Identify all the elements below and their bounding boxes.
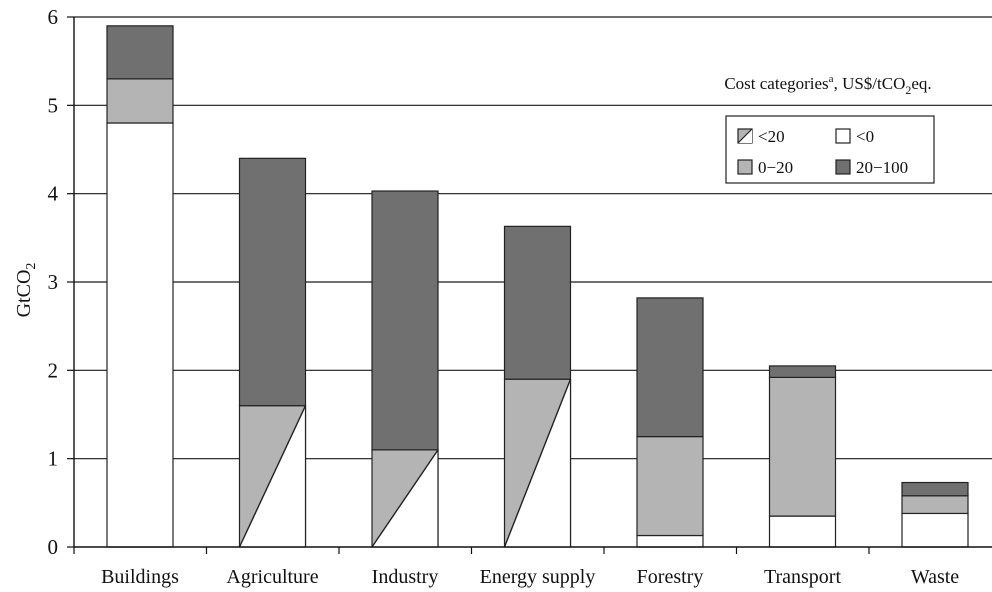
x-category-labels: Buildings Agriculture Industry Energy suppl… bbox=[101, 566, 959, 588]
bar-forestry bbox=[636, 297, 704, 548]
y-tick-label: 1 bbox=[48, 447, 59, 471]
x-tick-label: Buildings bbox=[101, 566, 179, 588]
legend-label: 20−100 bbox=[856, 158, 908, 177]
legend-label: <20 bbox=[758, 127, 785, 146]
y-axis-label: GtCO2 bbox=[13, 263, 39, 318]
y-tick-label: 0 bbox=[48, 535, 59, 559]
legend-box bbox=[725, 115, 935, 184]
bar-segment-lt0 bbox=[768, 515, 837, 548]
legend-title: Cost categoriesa, US$/tCO2eq. bbox=[724, 73, 931, 97]
y-tick-label: 6 bbox=[48, 5, 59, 29]
y-tick-label: 4 bbox=[48, 182, 59, 206]
bar-segment-lt0 bbox=[901, 512, 969, 548]
bar-energy-supply bbox=[503, 225, 572, 548]
y-tick-label: 3 bbox=[48, 270, 59, 294]
bar-segment-s0_20 bbox=[901, 495, 969, 515]
bar-segment-s20-100 bbox=[238, 157, 307, 407]
y-tick-labels: 0 1 2 3 4 5 6 bbox=[48, 5, 59, 559]
x-tick-label: Forestry bbox=[637, 566, 704, 588]
bar-segment-lt20-diagonal bbox=[503, 378, 572, 548]
bar-waste bbox=[901, 481, 969, 548]
x-tick-label: Transport bbox=[764, 566, 841, 588]
bar-segment-lt20-diagonal bbox=[238, 405, 307, 548]
bar-agriculture bbox=[238, 157, 307, 548]
bar-segment-lt0 bbox=[106, 122, 174, 548]
y-tick-label: 5 bbox=[48, 93, 59, 117]
x-tick-label: Energy supply bbox=[480, 566, 596, 588]
bar-buildings bbox=[106, 25, 174, 548]
x-tick-label: Waste bbox=[911, 566, 959, 588]
legend-swatch-diagonal bbox=[737, 128, 753, 144]
bar-segment-s0_20 bbox=[768, 376, 837, 517]
bar-industry bbox=[371, 190, 439, 548]
legend-swatch bbox=[835, 159, 851, 175]
bar-segment-s20-100 bbox=[106, 25, 174, 80]
bar-segment-s20-100 bbox=[636, 297, 704, 438]
bar-segment-s0_20 bbox=[636, 435, 704, 537]
bar-transport bbox=[768, 365, 837, 548]
bar-segment-s0_20 bbox=[106, 78, 174, 124]
legend-item-lt0: <0 bbox=[835, 127, 874, 146]
legend-label: 0−20 bbox=[758, 158, 793, 177]
legend-label: <0 bbox=[856, 127, 874, 146]
bar-segment-s20-100 bbox=[768, 365, 837, 378]
legend-items: <20 <0 0−20 20−100 bbox=[737, 127, 908, 177]
bar-segment-lt0 bbox=[636, 534, 704, 548]
legend-item-lt20: <20 bbox=[737, 127, 785, 146]
axes bbox=[67, 16, 992, 554]
bars bbox=[106, 25, 969, 548]
bar-segment-s20-100 bbox=[371, 190, 439, 451]
y-tick-label: 2 bbox=[48, 358, 59, 382]
legend-item-s20_100: 20−100 bbox=[835, 158, 908, 177]
legend-item-s0_20: 0−20 bbox=[737, 158, 793, 177]
legend: <20 <0 0−20 20−100 bbox=[725, 115, 935, 184]
bar-segment-s20-100 bbox=[503, 225, 572, 380]
bar-segment-s20-100 bbox=[901, 481, 969, 497]
x-tick-label: Industry bbox=[372, 566, 439, 588]
bar-segment-lt20-diagonal bbox=[371, 449, 439, 548]
legend-swatch bbox=[835, 128, 851, 144]
x-tick-label: Agriculture bbox=[226, 566, 318, 588]
legend-swatch bbox=[737, 159, 753, 175]
